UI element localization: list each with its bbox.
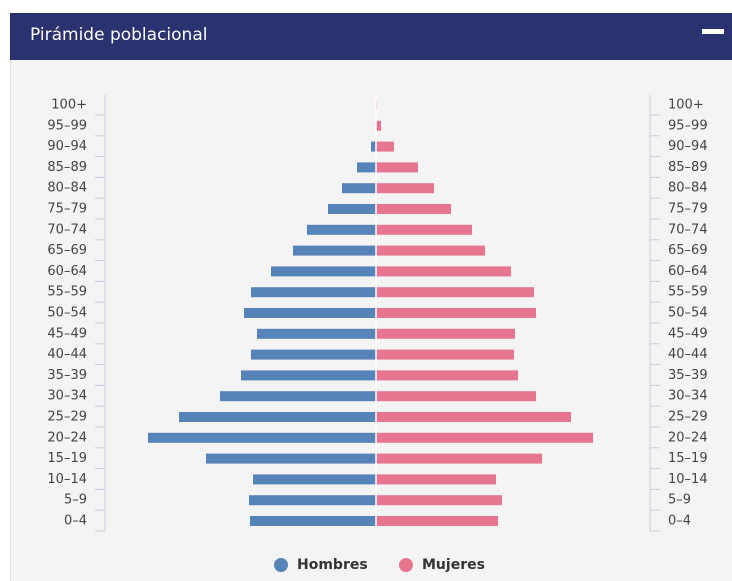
y-tick-label: 95–99 [47,118,87,133]
bar [206,453,376,464]
y-tick-label: 70–74 [668,222,708,237]
bar [376,412,571,422]
y-tick-label: 15–19 [47,451,87,466]
bar [293,245,376,256]
bar [376,224,472,235]
bar [376,204,451,214]
bar [257,328,376,339]
y-tick-label: 65–69 [47,243,87,258]
y-tick-label: 55–59 [47,285,87,300]
legend-label: Mujeres [422,557,485,573]
bar [241,370,376,381]
bar [376,516,498,526]
bar [376,120,381,131]
y-tick-label: 45–49 [668,326,708,341]
y-tick-label: 60–64 [668,264,708,279]
y-tick-label: 45–49 [47,326,87,341]
y-tick-label: 15–19 [668,451,708,466]
y-tick-label: 20–24 [47,430,87,445]
y-tick-label: 95–99 [668,118,708,133]
y-tick-label: 85–89 [668,160,708,175]
y-tick-label: 75–79 [47,202,87,217]
panel-title: Pirámide poblacional [30,25,208,45]
bar [251,349,376,360]
y-tick-label: 35–39 [47,368,87,383]
y-tick-label: 90–94 [668,139,708,154]
bar [376,495,502,506]
y-tick-label: 25–29 [668,410,708,425]
bar [342,183,376,194]
y-tick-label: 85–89 [47,160,87,175]
bar [376,432,593,443]
bar [250,516,376,526]
y-tick-label: 0–4 [668,514,691,529]
bar [179,412,376,422]
bar [376,245,485,256]
y-tick-label: 55–59 [668,285,708,300]
bar [376,162,418,173]
bar [376,141,394,152]
y-tick-label: 40–44 [668,347,708,362]
bar [271,266,376,277]
y-tick-label: 0–4 [64,514,87,529]
bar [328,204,376,214]
y-tick-label: 5–9 [668,493,691,508]
bar [357,162,376,173]
bar [251,287,376,298]
bar [376,328,515,339]
legend-swatch [399,558,413,572]
legend-label: Hombres [297,557,368,573]
y-tick-label: 40–44 [47,347,87,362]
y-tick-label: 30–34 [47,389,87,404]
bar [376,183,434,194]
y-tick-label: 50–54 [668,306,708,321]
bar [376,349,514,360]
y-tick-label: 100+ [51,98,87,113]
bar [148,432,376,443]
bar [253,474,376,485]
y-tick-label: 10–14 [47,472,87,487]
bar [307,224,376,235]
bar [249,495,376,506]
y-tick-label: 5–9 [64,493,87,508]
bar [376,266,511,277]
bar [376,370,518,381]
y-tick-label: 20–24 [668,430,708,445]
y-tick-label: 80–84 [47,181,87,196]
y-tick-label: 30–34 [668,389,708,404]
y-tick-label: 80–84 [668,181,708,196]
bar [376,287,534,298]
y-tick-label: 60–64 [47,264,87,279]
bar [376,453,542,464]
bar [371,141,376,152]
y-tick-label: 70–74 [47,222,87,237]
y-tick-label: 10–14 [668,472,708,487]
bar [220,391,376,402]
y-tick-label: 35–39 [668,368,708,383]
y-tick-label: 100+ [668,98,704,113]
bar [376,308,536,318]
bar [376,474,496,485]
y-tick-label: 25–29 [47,410,87,425]
panel-header: Pirámide poblacional [10,13,732,60]
legend-swatch [274,558,288,572]
y-tick-label: 90–94 [47,139,87,154]
y-tick-label: 50–54 [47,306,87,321]
bar [376,391,536,402]
collapse-button[interactable] [702,29,724,34]
bar [244,308,376,318]
y-tick-label: 65–69 [668,243,708,258]
y-tick-label: 75–79 [668,202,708,217]
